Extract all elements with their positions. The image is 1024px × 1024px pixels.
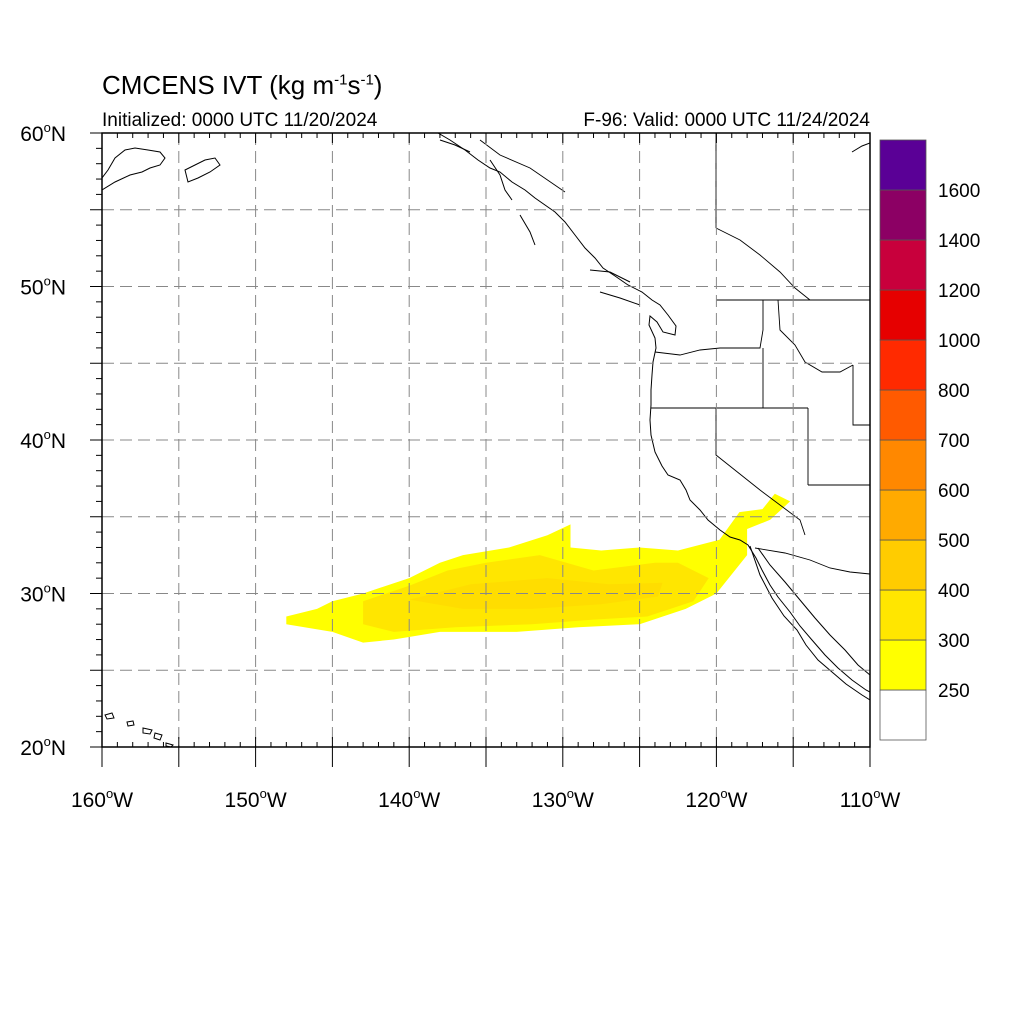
lat-label: 60oN — [20, 120, 66, 146]
colorbar-label: 1200 — [938, 281, 980, 302]
lon-label: 150oW — [225, 786, 287, 812]
colorbar-label: 600 — [938, 481, 970, 502]
canada-province-border — [479, 139, 566, 193]
longitude-labels: 160oW 150oW 140oW 130oW 120oW 110oW — [71, 786, 901, 812]
lon-label: 110oW — [840, 786, 901, 812]
lon-label: 140oW — [378, 786, 440, 812]
map-title: CMCENS IVT (kg m-1s-1) — [102, 70, 383, 100]
canada-coast-islands — [439, 139, 641, 306]
colorbar-swatch — [879, 239, 927, 291]
colorbar — [879, 139, 927, 741]
lat-label: 30oN — [20, 581, 66, 607]
colorbar-swatch — [879, 289, 927, 341]
hawaii-islands — [104, 712, 174, 747]
initialized-label: Initialized: 0000 UTC 11/20/2024 — [102, 110, 378, 131]
colorbar-swatch — [879, 489, 927, 541]
lat-label: 50oN — [20, 274, 66, 300]
colorbar-label: 1000 — [938, 331, 980, 352]
colorbar-label: 1400 — [938, 231, 980, 252]
colorbar-swatch — [879, 339, 927, 391]
colorbar-label: 500 — [938, 531, 970, 552]
north-america-coastline — [437, 133, 870, 693]
coastline-layer — [102, 133, 870, 747]
baja-california-coastline — [749, 545, 870, 701]
washington-oregon-border — [654, 300, 764, 356]
alaska-islands — [184, 142, 870, 183]
lat-lon-grid — [102, 133, 870, 747]
political-boundaries — [479, 133, 870, 575]
colorbar-label: 400 — [938, 581, 970, 602]
colorbar-swatch — [879, 689, 927, 741]
gulf-of-california-coastline — [757, 547, 870, 676]
idaho-border — [762, 299, 854, 485]
lat-label: 40oN — [20, 427, 66, 453]
ivt-fill-layer — [286, 493, 791, 643]
inland-coastline — [715, 227, 811, 301]
colorbar-label: 700 — [938, 431, 970, 452]
utah-border — [808, 365, 870, 486]
colorbar-swatch — [879, 439, 927, 491]
colorbar-label: 300 — [938, 631, 970, 652]
colorbar-swatch — [879, 589, 927, 641]
axis-ticks — [90, 132, 871, 767]
colorbar-swatch — [879, 639, 927, 691]
lon-label: 120oW — [685, 786, 747, 812]
colorbar-label: 1600 — [938, 181, 980, 202]
lon-label: 130oW — [532, 786, 594, 812]
latitude-labels: 60oN 50oN 40oN 30oN 20oN — [20, 120, 66, 760]
lon-label: 160oW — [71, 786, 133, 812]
lat-label: 20oN — [20, 734, 66, 760]
colorbar-swatch — [879, 139, 927, 191]
valid-time-label: F-96: Valid: 0000 UTC 11/24/2024 — [583, 110, 870, 131]
colorbar-swatch — [879, 389, 927, 441]
alaska-coastline — [102, 147, 166, 191]
us-mexico-border — [754, 547, 870, 575]
colorbar-swatch — [879, 539, 927, 591]
colorbar-labels: 250 300 400 500 600 700 800 1000 1200 1400 1600 — [938, 181, 980, 702]
colorbar-label: 250 — [938, 681, 970, 702]
colorbar-label: 800 — [938, 381, 970, 402]
colorbar-swatch — [879, 189, 927, 241]
